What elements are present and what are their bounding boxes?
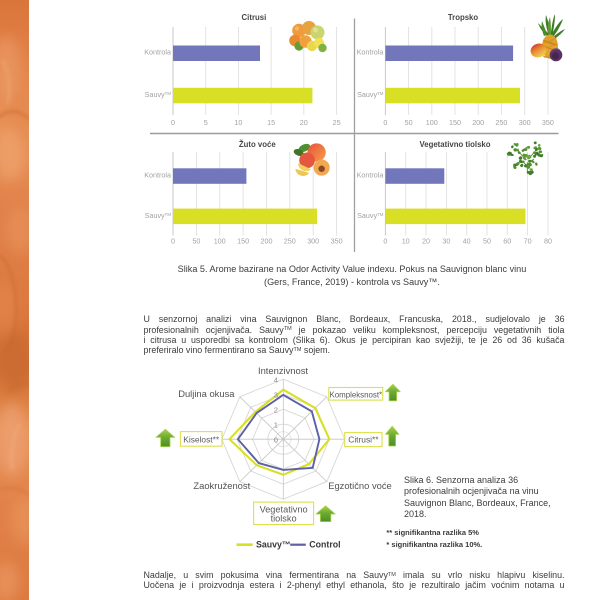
svg-text:50: 50 — [192, 236, 200, 245]
svg-text:SauvyTM: SauvyTM — [145, 90, 172, 99]
svg-text:200: 200 — [472, 118, 484, 127]
svg-text:Egzotično voće: Egzotično voće — [328, 480, 392, 491]
svg-text:30: 30 — [442, 236, 450, 245]
svg-text:Žuto voće: Žuto voće — [239, 140, 276, 149]
svg-text:100: 100 — [426, 118, 438, 127]
svg-text:25: 25 — [333, 118, 341, 127]
svg-text:250: 250 — [284, 236, 296, 245]
svg-text:Kontrola: Kontrola — [357, 171, 384, 180]
svg-text:150: 150 — [449, 118, 461, 127]
svg-text:350: 350 — [331, 236, 343, 245]
svg-text:60: 60 — [503, 236, 511, 245]
svg-text:5: 5 — [204, 118, 208, 127]
svg-text:Kontrola: Kontrola — [357, 48, 384, 57]
svg-text:0: 0 — [383, 236, 387, 245]
svg-text:SauvyTM: SauvyTM — [357, 211, 384, 220]
svg-text:150: 150 — [237, 236, 249, 245]
svg-text:200: 200 — [261, 236, 273, 245]
svg-text:15: 15 — [267, 118, 275, 127]
svg-text:50: 50 — [483, 236, 491, 245]
svg-text:Kompleksnost*: Kompleksnost* — [329, 390, 382, 399]
svg-text:70: 70 — [524, 236, 532, 245]
svg-text:0: 0 — [383, 118, 387, 127]
svg-text:20: 20 — [422, 236, 430, 245]
svg-text:300: 300 — [307, 236, 319, 245]
svg-text:100: 100 — [214, 236, 226, 245]
svg-text:0: 0 — [274, 435, 278, 444]
svg-text:Kontrola: Kontrola — [144, 48, 171, 57]
svg-text:Tropsko: Tropsko — [448, 13, 479, 22]
svg-text:SauvyTM: SauvyTM — [145, 211, 172, 220]
svg-text:Intenzivnost: Intenzivnost — [258, 365, 308, 376]
svg-text:Kontrola: Kontrola — [144, 171, 171, 180]
svg-text:300: 300 — [519, 118, 531, 127]
svg-text:1: 1 — [274, 421, 278, 430]
svg-text:Zaokruženost: Zaokruženost — [193, 480, 250, 491]
svg-text:Duljina okusa: Duljina okusa — [178, 388, 235, 399]
svg-text:80: 80 — [544, 236, 552, 245]
svg-text:10: 10 — [402, 236, 410, 245]
svg-text:Kiselost**: Kiselost** — [183, 435, 220, 445]
svg-text:Sauvy™: Sauvy™ — [256, 540, 291, 550]
svg-text:0: 0 — [171, 236, 175, 245]
svg-text:3: 3 — [274, 391, 278, 400]
svg-text:Citrusi**: Citrusi** — [348, 435, 379, 445]
svg-text:Control: Control — [309, 540, 340, 550]
svg-text:50: 50 — [405, 118, 413, 127]
svg-text:350: 350 — [542, 118, 554, 127]
svg-text:2: 2 — [274, 406, 278, 415]
svg-text:4: 4 — [274, 376, 278, 385]
svg-text:Vegetativno tiolsko: Vegetativno tiolsko — [419, 140, 490, 149]
svg-text:0: 0 — [171, 118, 175, 127]
svg-text:Citrusi: Citrusi — [242, 13, 267, 22]
svg-text:250: 250 — [495, 118, 507, 127]
svg-text:SauvyTM: SauvyTM — [357, 90, 384, 99]
svg-text:Vegetativno: Vegetativno — [260, 504, 308, 514]
svg-text:20: 20 — [300, 118, 308, 127]
svg-text:40: 40 — [463, 236, 471, 245]
svg-text:tiolsko: tiolsko — [271, 514, 297, 524]
svg-text:10: 10 — [234, 118, 242, 127]
